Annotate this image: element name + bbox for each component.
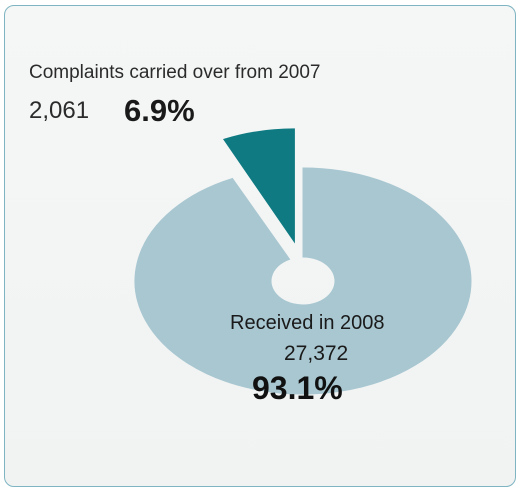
carried-over-count: 2,061 <box>29 97 90 124</box>
pie-slices <box>134 128 472 395</box>
received-percent: 93.1% <box>252 370 343 406</box>
carried-over-label: Complaints carried over from 2007 <box>29 62 321 83</box>
slice-received <box>134 167 472 395</box>
carried-over-percent: 6.9% <box>124 93 195 128</box>
received-count: 27,372 <box>284 342 349 365</box>
received-label: Received in 2008 <box>230 312 385 334</box>
slice-carried-over <box>223 128 295 244</box>
